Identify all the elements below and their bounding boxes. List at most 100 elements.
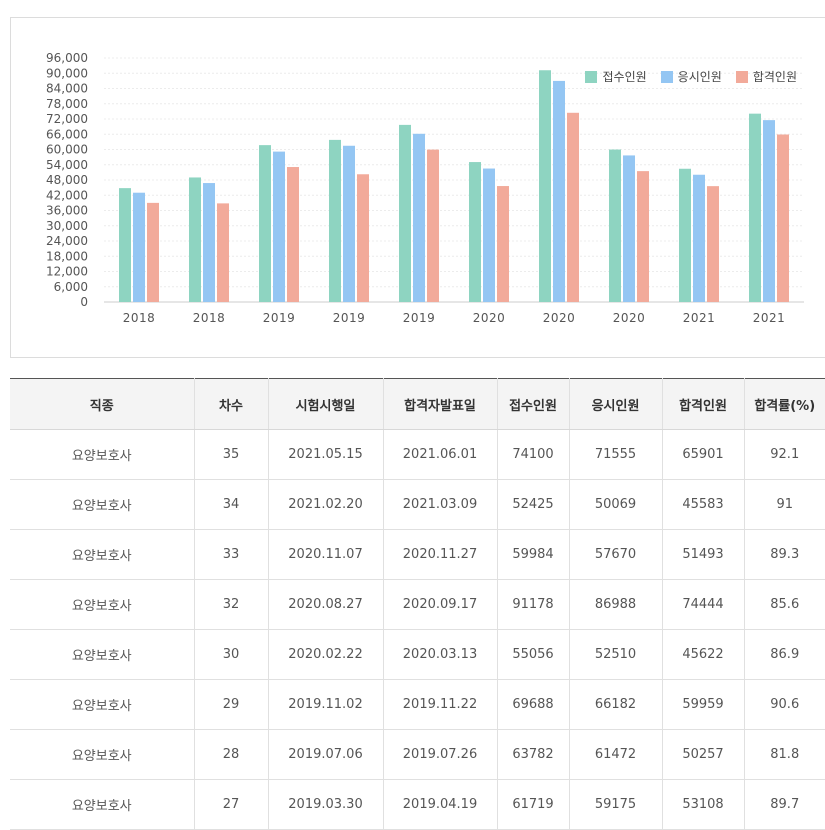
bar-examined[interactable]	[413, 133, 425, 302]
table-cell: 74444	[662, 579, 745, 630]
table-cell: 27	[194, 779, 269, 830]
x-tick-label: 2018	[193, 311, 226, 325]
table-cell: 요양보호사	[10, 629, 195, 680]
y-tick-label: 24,000	[46, 234, 88, 248]
y-tick-label: 66,000	[46, 127, 88, 141]
bar-examined[interactable]	[343, 145, 355, 302]
table-cell: 2021.03.09	[383, 479, 498, 530]
bar-examined[interactable]	[203, 183, 215, 302]
table-cell: 2020.11.07	[268, 529, 384, 580]
bar-received[interactable]	[539, 70, 551, 302]
table-cell: 2019.04.19	[383, 779, 498, 830]
table-cell: 요양보호사	[10, 429, 195, 480]
table-cell: 51493	[662, 529, 745, 580]
bar-received[interactable]	[609, 149, 621, 302]
legend-swatch	[735, 70, 748, 83]
bar-received[interactable]	[119, 188, 131, 302]
bar-passed[interactable]	[287, 167, 299, 302]
table-cell: 50069	[569, 479, 663, 530]
x-tick-label: 2020	[543, 311, 576, 325]
table-cell: 59959	[662, 679, 745, 730]
bar-received[interactable]	[259, 145, 271, 302]
table-row: 요양보호사 32 2020.08.27 2020.09.17 91178 86988 744…	[10, 579, 825, 630]
legend-swatch	[585, 70, 598, 83]
table-cell: 요양보호사	[10, 529, 195, 580]
table-cell: 요양보호사	[10, 479, 195, 530]
table-row: 요양보호사 33 2020.11.07 2020.11.27 59984 57670 514…	[10, 529, 825, 580]
table-cell: 53108	[662, 779, 745, 830]
table-cell: 89.3	[744, 529, 825, 580]
header-examined: 응시인원	[569, 378, 663, 430]
header-pass-rate: 합격률(%)	[744, 378, 825, 430]
table-cell: 86.9	[744, 629, 825, 680]
table-cell: 32	[194, 579, 269, 630]
x-tick-label: 2021	[683, 311, 716, 325]
x-tick-label: 2021	[753, 311, 786, 325]
bar-received[interactable]	[749, 113, 761, 302]
table-cell: 2019.11.02	[268, 679, 384, 730]
bar-passed[interactable]	[217, 203, 229, 302]
bar-received[interactable]	[399, 124, 411, 302]
x-tick-label: 2020	[473, 311, 506, 325]
table-cell: 91	[744, 479, 825, 530]
bar-examined[interactable]	[133, 192, 145, 302]
bar-examined[interactable]	[553, 80, 565, 302]
table-cell: 2019.11.22	[383, 679, 498, 730]
header-round: 차수	[194, 378, 269, 430]
table-header-row: 직종 차수 시험시행일 합격자발표일 접수인원 응시인원 합격인원 합격률(%)	[10, 378, 825, 430]
legend-item-received[interactable]: 접수인원	[585, 68, 647, 85]
table-cell: 92.1	[744, 429, 825, 480]
bar-passed[interactable]	[357, 174, 369, 302]
legend-item-examined[interactable]: 응시인원	[660, 68, 722, 85]
table-cell: 요양보호사	[10, 679, 195, 730]
y-tick-label: 84,000	[46, 82, 88, 96]
y-tick-label: 36,000	[46, 204, 88, 218]
bar-examined[interactable]	[273, 151, 285, 302]
table-cell: 2021.02.20	[268, 479, 384, 530]
bar-examined[interactable]	[763, 120, 775, 302]
bar-passed[interactable]	[497, 186, 509, 302]
bar-examined[interactable]	[483, 168, 495, 302]
bar-received[interactable]	[329, 139, 341, 302]
legend-item-passed[interactable]: 합격인원	[735, 68, 797, 85]
table-cell: 52425	[497, 479, 570, 530]
table-cell: 85.6	[744, 579, 825, 630]
table-cell: 2021.06.01	[383, 429, 498, 480]
table-cell: 61719	[497, 779, 570, 830]
table-row: 요양보호사 28 2019.07.06 2019.07.26 63782 61472 502…	[10, 729, 825, 780]
bar-received[interactable]	[189, 177, 201, 302]
bar-passed[interactable]	[777, 134, 789, 302]
table-cell: 52510	[569, 629, 663, 680]
y-tick-label: 18,000	[46, 249, 88, 263]
y-tick-label: 48,000	[46, 173, 88, 187]
bar-examined[interactable]	[623, 155, 635, 302]
table-cell: 69688	[497, 679, 570, 730]
table-row: 요양보호사 30 2020.02.22 2020.03.13 55056 52510 456…	[10, 629, 825, 680]
bar-passed[interactable]	[637, 171, 649, 302]
y-tick-label: 96,000	[46, 51, 88, 65]
table-cell: 2020.11.27	[383, 529, 498, 580]
bar-received[interactable]	[469, 162, 481, 302]
bar-passed[interactable]	[567, 112, 579, 302]
header-received: 접수인원	[497, 378, 570, 430]
x-tick-label: 2019	[263, 311, 296, 325]
bar-examined[interactable]	[693, 174, 705, 302]
bar-passed[interactable]	[427, 149, 439, 302]
bar-passed[interactable]	[147, 202, 159, 302]
bar-passed[interactable]	[707, 186, 719, 302]
table-cell: 요양보호사	[10, 579, 195, 630]
header-job: 직종	[10, 378, 195, 430]
table-cell: 2021.05.15	[268, 429, 384, 480]
table-cell: 2019.07.26	[383, 729, 498, 780]
bar-received[interactable]	[679, 168, 691, 302]
table-cell: 29	[194, 679, 269, 730]
y-tick-label: 78,000	[46, 97, 88, 111]
table-row: 요양보호사 27 2019.03.30 2019.04.19 61719 59175 531…	[10, 779, 825, 830]
header-passed: 합격인원	[662, 378, 745, 430]
y-tick-label: 0	[80, 295, 88, 309]
table-cell: 2020.08.27	[268, 579, 384, 630]
table-cell: 28	[194, 729, 269, 780]
y-tick-label: 30,000	[46, 219, 88, 233]
table-cell: 요양보호사	[10, 779, 195, 830]
y-tick-label: 72,000	[46, 112, 88, 126]
